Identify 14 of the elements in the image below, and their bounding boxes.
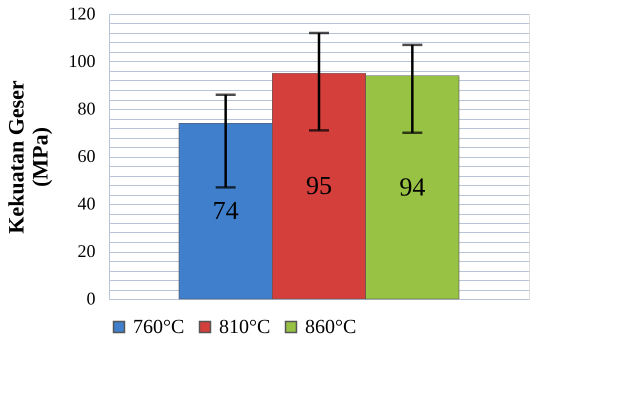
- y-tick-label: 120: [68, 4, 96, 24]
- y-tick-label: 40: [78, 194, 96, 214]
- y-tick-label: 60: [78, 146, 96, 166]
- data-label: 74: [212, 196, 239, 226]
- y-tick-label: 0: [86, 288, 96, 308]
- legend-label: 760°C: [133, 316, 184, 338]
- data-label: 94: [399, 172, 426, 202]
- y-axis-title: Kekuatan Geser (MPa): [4, 80, 52, 234]
- y-tick-label: 20: [78, 241, 96, 261]
- y-tick-label: 100: [68, 51, 96, 71]
- y-tick-label: 80: [78, 98, 96, 118]
- legend-label: 860°C: [305, 316, 356, 338]
- data-label: 95: [306, 171, 332, 200]
- legend-label: 810°C: [219, 316, 270, 338]
